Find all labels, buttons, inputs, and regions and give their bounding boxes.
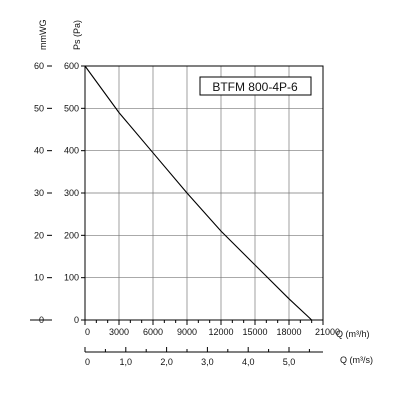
x2-tick-label: 5,0 [283,357,296,367]
x2-tick-label: 2,0 [160,357,173,367]
x-tick-label: 15000 [242,327,267,337]
y-tick-label: 100 [64,273,79,283]
x2-tick-label: 0 [85,357,90,367]
chart-title: BTFM 800-4P-6 [212,80,298,94]
mmwg-tick-label: 10 [34,273,44,283]
x-axis-label: Q (m³/h) [336,329,370,339]
y-tick-label: 400 [64,146,79,156]
x-tick-label: 18000 [276,327,301,337]
x-tick-label: 3000 [109,327,129,337]
mmwg-tick-label: 40 [34,146,44,156]
y-axis-label: Ps (Pa) [72,20,82,50]
mmwg-tick-label: 50 [34,103,44,113]
mmwg-tick-label: 0 [39,315,44,325]
ticks [47,65,324,352]
x-tick-label: 21000 [315,327,340,337]
title-box [199,76,312,96]
grid [85,66,323,320]
mmwg-tick-label: 20 [34,230,44,240]
x2-axis-label: Q (m³/s) [340,355,373,365]
x-tick-label: 9000 [177,327,197,337]
mmwg-tick-label: 60 [34,61,44,71]
y-tick-label: 200 [64,230,79,240]
x2-tick-label: 1,0 [120,357,133,367]
x2-tick-label: 4,0 [242,357,255,367]
y-tick-label: 600 [64,61,79,71]
x-tick-label: 6000 [143,327,163,337]
y-tick-label: 300 [64,188,79,198]
x-tick-label: 12000 [208,327,233,337]
mmwg-tick-label: 30 [34,188,44,198]
x2-tick-label: 3,0 [201,357,214,367]
y-tick-label: 0 [74,315,79,325]
series-line [84,65,313,321]
y-tick-label: 500 [64,103,79,113]
series [84,65,313,321]
left-axis-label: mmWG [38,20,48,51]
x-tick-label: 0 [85,327,90,337]
